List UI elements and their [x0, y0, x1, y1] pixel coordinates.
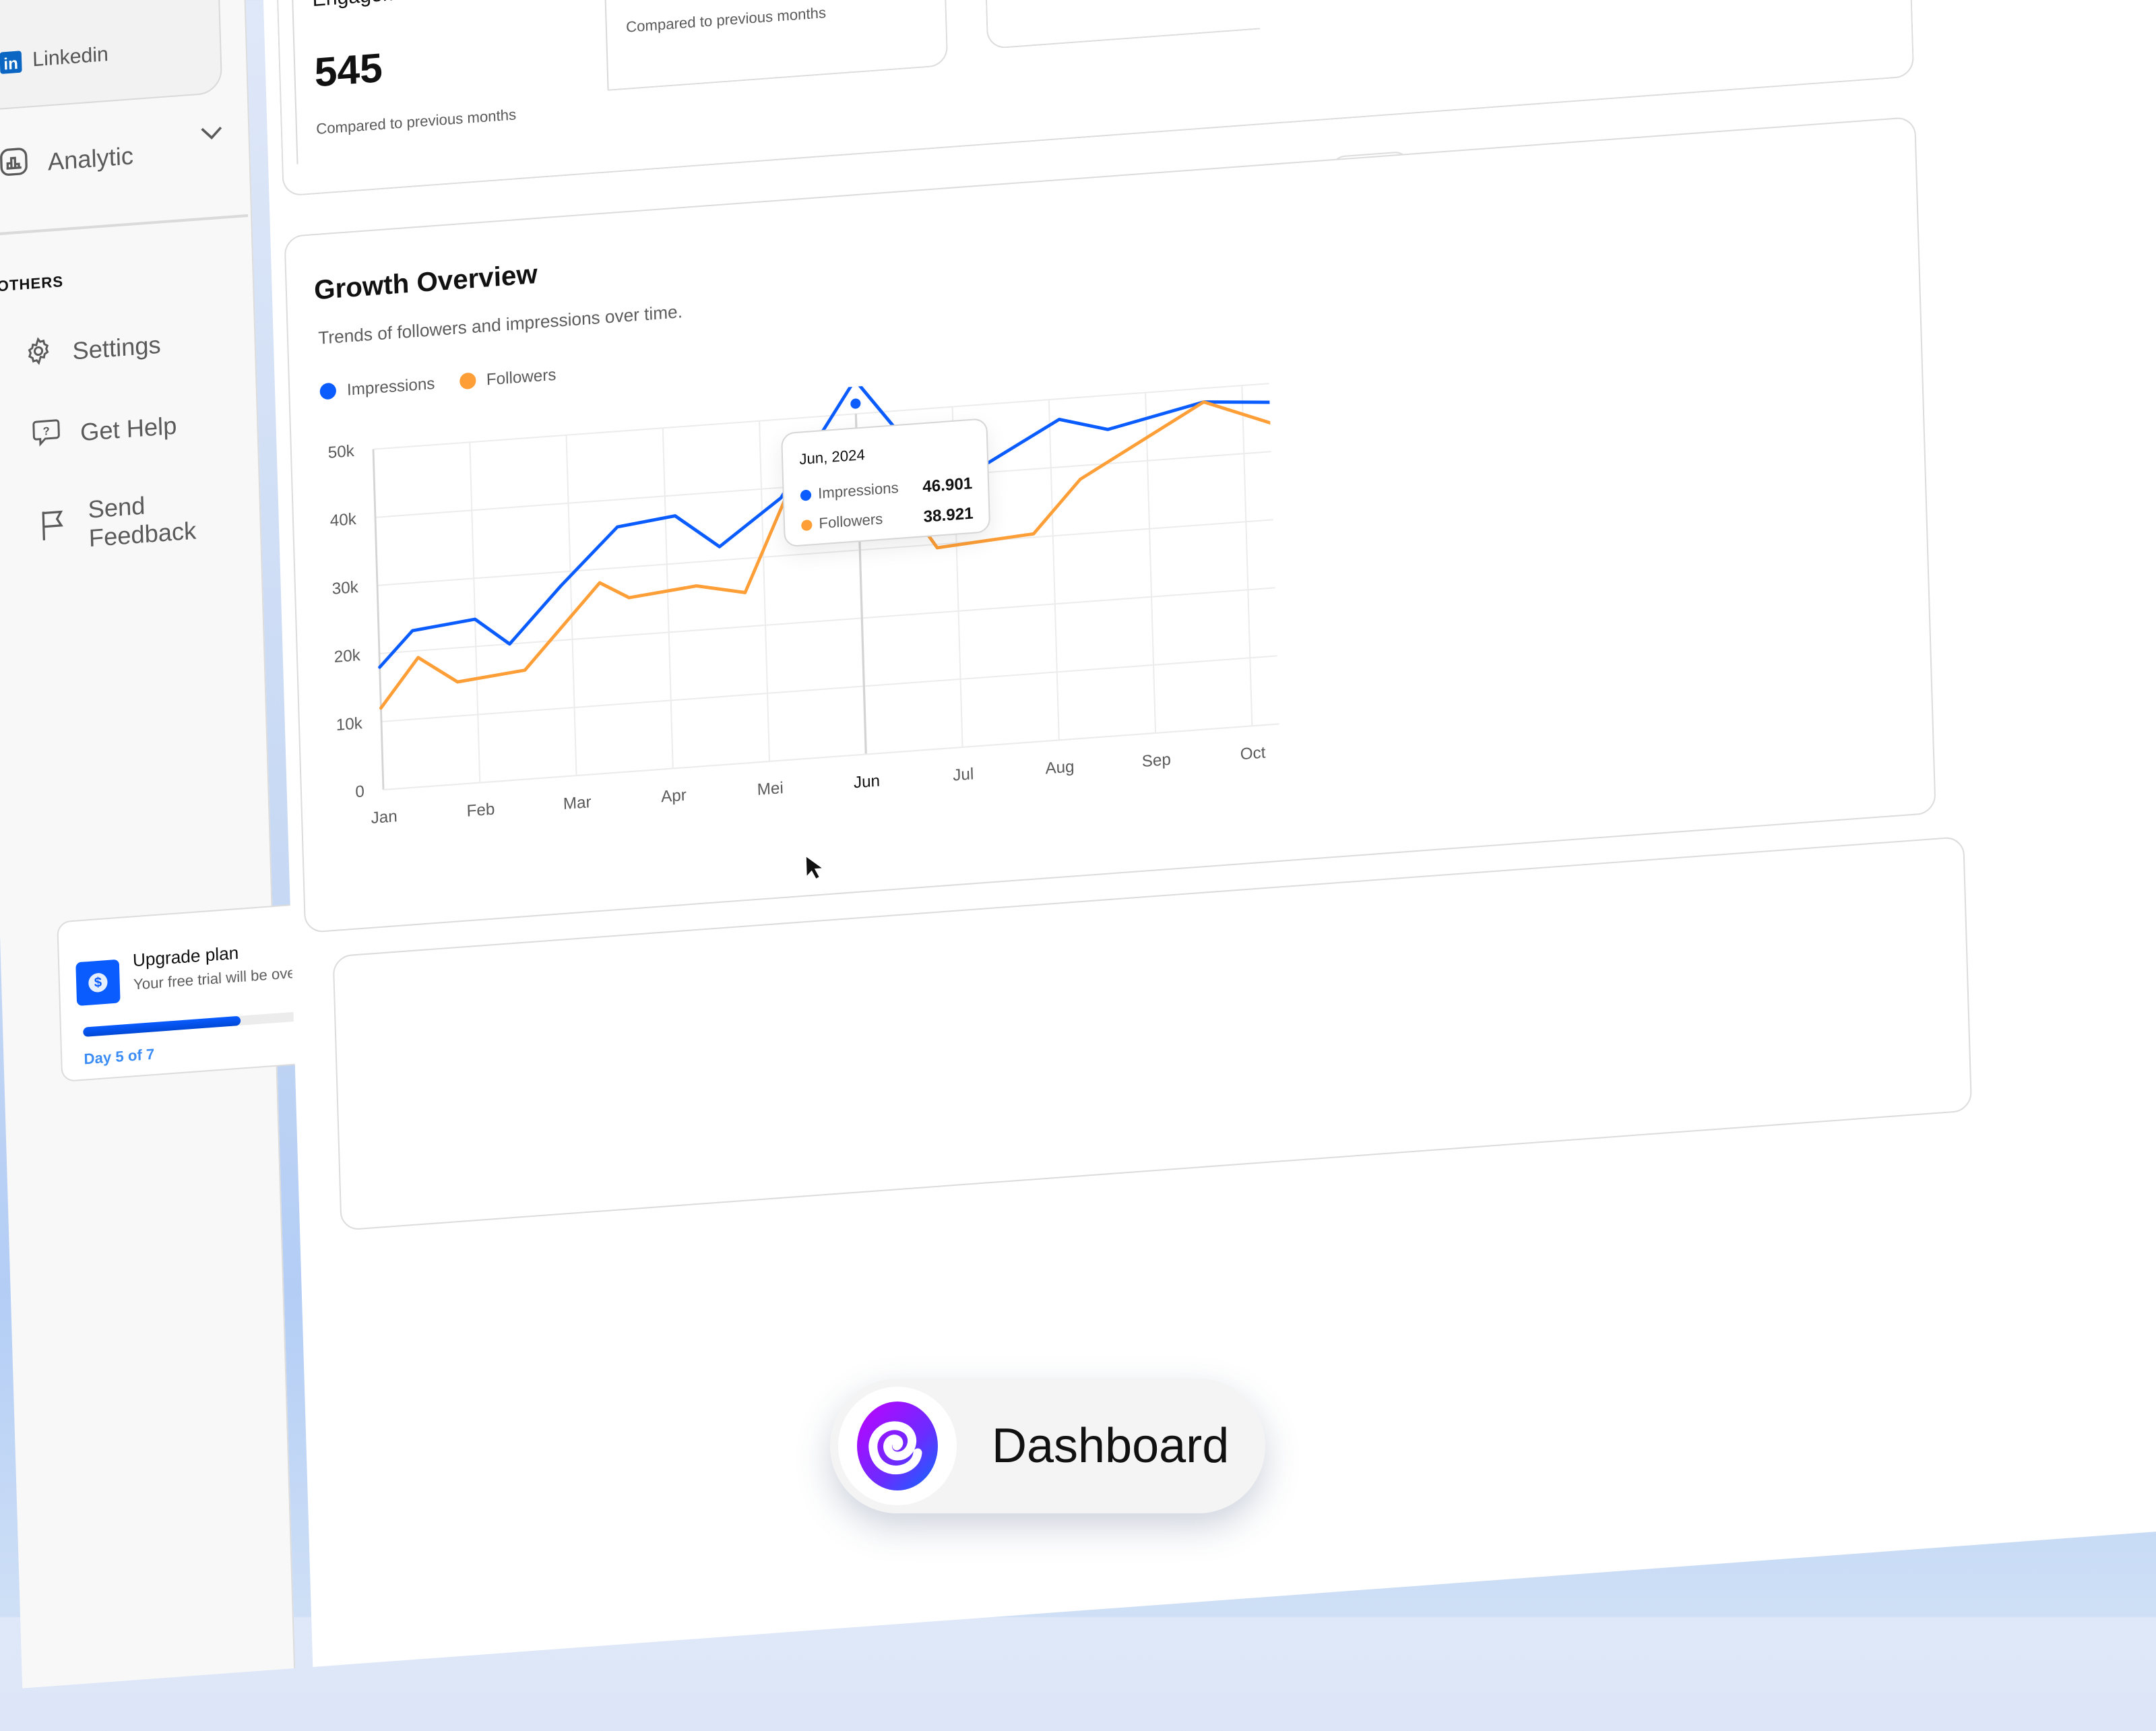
upgrade-subtitle: Your free trial will be over	[133, 965, 301, 994]
gear-icon	[23, 335, 54, 374]
swirl-logo-icon	[838, 1387, 957, 1505]
flag-icon	[39, 507, 70, 548]
impressions-dot-icon	[319, 382, 337, 400]
growth-title: Growth Overview	[313, 259, 538, 307]
tooltip-row-impressions: Impressions 46.901	[800, 474, 973, 504]
legend-label: Followers	[486, 365, 557, 389]
stat-compare-label: Compared to previous months	[315, 107, 517, 139]
upgrade-title: Upgrade plan	[132, 942, 239, 971]
bar-chart-icon	[0, 146, 30, 185]
growth-overview-card: Growth Overview Trends of followers and …	[284, 116, 1936, 934]
stat-card-engagement-rate: Engagement Rate 1.4% ↘ 545 Compared to p…	[291, 0, 610, 164]
svg-text:Apr: Apr	[661, 786, 687, 807]
svg-text:Sep: Sep	[1141, 751, 1171, 771]
trial-progress-fill	[83, 1015, 242, 1037]
legend-impressions[interactable]: Impressions	[319, 374, 435, 402]
brand-label: Linkedin	[32, 42, 109, 72]
sidebar-item-get-help[interactable]: ? Get Help	[31, 408, 177, 455]
svg-text:Feb: Feb	[466, 800, 495, 821]
dollar-coin-icon: $	[75, 959, 121, 1007]
chart-legend: Impressions Followers	[319, 365, 557, 402]
tooltip-label: Followers	[819, 511, 883, 533]
trial-progress-bar	[83, 1011, 306, 1037]
section-label-others: OTHERS	[0, 274, 64, 296]
linkedin-logo-icon: in	[0, 50, 22, 73]
svg-text:40k: 40k	[329, 510, 357, 530]
legend-followers[interactable]: Followers	[459, 365, 557, 391]
svg-text:30k: 30k	[331, 578, 359, 598]
growth-line-chart[interactable]: 0 10k 20k 30k 40k 50k Jan Feb Mar Apr Mei Jun Jul Aug…	[291, 356, 1281, 864]
followers-dot-icon	[459, 372, 476, 390]
impressions-dot-icon	[800, 489, 812, 501]
badge-label: Dashboard	[992, 1419, 1230, 1473]
followers-dot-icon	[801, 519, 813, 532]
svg-text:Jan: Jan	[371, 807, 398, 827]
sidebar-item-label: Settings	[71, 331, 162, 365]
tooltip-value: 38.921	[923, 503, 974, 526]
tooltip-value: 46.901	[922, 473, 973, 497]
sidebar-item-analytic[interactable]: Analytic	[0, 127, 230, 185]
svg-text:Aug: Aug	[1045, 757, 1075, 778]
sidebar-item-settings[interactable]: Settings	[23, 327, 161, 374]
sidebar-item-label: Send Feedback	[88, 492, 197, 553]
tooltip-date: Jun, 2024	[799, 447, 866, 469]
tooltip-label: Impressions	[817, 480, 899, 503]
chevron-down-icon[interactable]	[199, 123, 224, 150]
svg-text:10k: 10k	[336, 714, 363, 734]
legend-label: Impressions	[346, 373, 435, 400]
svg-text:Jun: Jun	[854, 772, 881, 792]
stat-card-profile-reach: Profile Reach 1.26% ↗ 1.26k Compared to …	[602, 0, 949, 91]
brand-row: in Linkedin	[0, 43, 108, 74]
svg-text:50k: 50k	[327, 442, 355, 462]
svg-text:Mei: Mei	[757, 779, 784, 799]
svg-text:?: ?	[42, 424, 50, 438]
sidebar-divider	[0, 214, 249, 236]
sidebar-item-send-feedback[interactable]: Send Feedback	[39, 484, 261, 557]
help-chat-icon: ?	[31, 416, 62, 455]
upgrade-plan-card[interactable]: $ Upgrade plan Your free trial will be o…	[57, 902, 317, 1083]
trial-progress-label: Day 5 of 7	[84, 1046, 155, 1069]
stat-value: 545	[313, 46, 383, 96]
sidebar: in Linkedin Analytic OTHERS Settings ?	[0, 0, 317, 1689]
main-content: Compared to previous months Engagement R…	[260, 0, 2156, 1668]
stat-compare-label: Compared to previous months	[625, 5, 827, 36]
svg-text:20k: 20k	[334, 646, 361, 666]
svg-text:0: 0	[355, 782, 364, 801]
sidebar-item-label: Analytic	[47, 141, 134, 176]
workspace-switcher[interactable]: in Linkedin	[0, 0, 223, 114]
svg-text:Jul: Jul	[953, 765, 974, 784]
stat-body: Profile Reach 1.26% ↗ 1.26k Compared to …	[602, 0, 921, 90]
svg-text:Mar: Mar	[563, 793, 592, 813]
dashboard-badge: Dashboard	[830, 1379, 1265, 1513]
stat-title: Engagement Rate	[312, 0, 477, 11]
mouse-pointer-icon	[804, 853, 827, 889]
chart-tooltip: Jun, 2024 Impressions 46.901 Followers 3…	[780, 418, 991, 548]
sidebar-item-label: Get Help	[80, 412, 177, 447]
svg-text:Oct: Oct	[1240, 743, 1266, 763]
growth-subtitle: Trends of followers and impressions over…	[317, 301, 683, 348]
tooltip-row-followers: Followers 38.921	[801, 503, 974, 534]
stat-card-partial	[980, 0, 1261, 50]
